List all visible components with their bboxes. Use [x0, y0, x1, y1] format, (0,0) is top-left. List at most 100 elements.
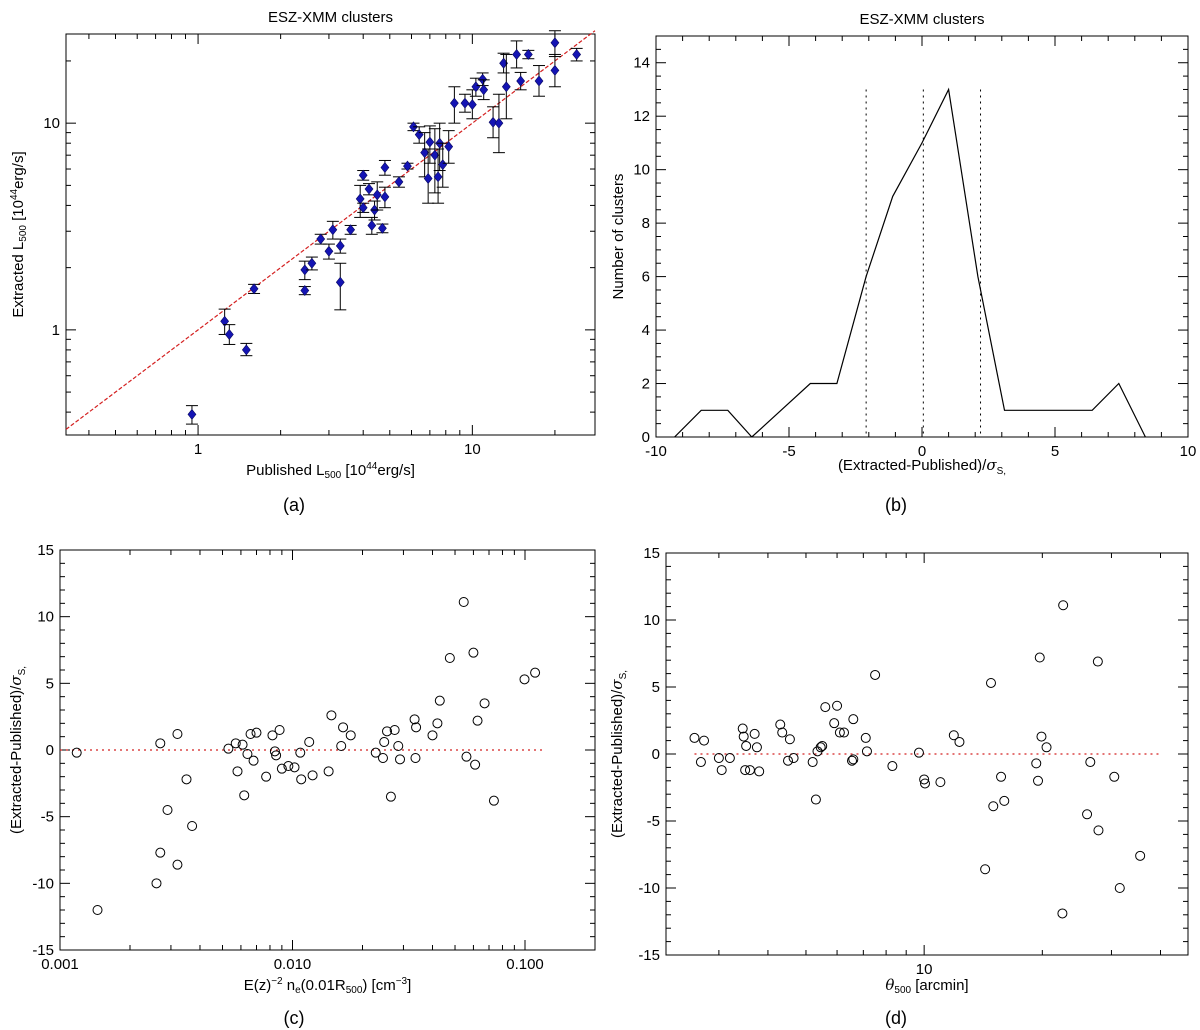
- panel-c-data-point: [468, 647, 479, 658]
- panel-d-data-point: [810, 794, 821, 805]
- panel-a-data-point: [358, 202, 368, 214]
- panel-b-frame: [655, 35, 1189, 438]
- panel-d-data-point: [980, 864, 991, 875]
- panel-c-data-point: [71, 747, 82, 758]
- panel-d-data-point: [807, 757, 818, 768]
- panel-c-data-point: [370, 747, 381, 758]
- panel-d-data-point: [1085, 757, 1096, 768]
- panel-c-data-point: [385, 791, 396, 802]
- panel-a-data-point: [460, 97, 470, 109]
- panel-a-ytick-label: 10: [43, 115, 60, 132]
- panel-d-data-point: [1041, 742, 1052, 753]
- panel-a-data-point: [249, 283, 259, 295]
- panel-c-data-point: [296, 774, 307, 785]
- panel-c-ytick-label: -5: [41, 809, 54, 826]
- panel-a-data-point: [534, 75, 544, 87]
- panel-a-data-point: [187, 408, 197, 420]
- panel-a-data-point: [433, 171, 443, 183]
- panel-a-data-point: [316, 233, 326, 245]
- panel-a-data-point: [300, 285, 310, 297]
- panel-a-data-point: [420, 147, 430, 159]
- panel-d-data-point: [783, 755, 794, 766]
- panel-c-data-point: [479, 698, 490, 709]
- panel-d-data-point: [839, 727, 850, 738]
- panel-d-data-point: [749, 728, 760, 739]
- panel-a-data-point: [572, 48, 582, 60]
- panel-c-data-point: [393, 741, 404, 751]
- panel-c-data-point: [411, 722, 422, 733]
- panel-d-data-point: [689, 732, 700, 743]
- panel-a-data-point: [378, 222, 387, 234]
- panel-c-ytick-label: 5: [46, 675, 54, 692]
- panel-d-data-point: [913, 747, 924, 758]
- panel-c-data-point: [461, 751, 472, 762]
- panel-d-data-point: [784, 734, 795, 745]
- panel-a-data-point: [328, 224, 338, 236]
- panel-a-data-point: [324, 245, 334, 257]
- panel-a-data-point: [394, 176, 404, 188]
- panel-a-xtick-label: 10: [464, 441, 481, 458]
- panel-d-data-point: [738, 731, 749, 742]
- panel-c-xtick-label: 0.100: [506, 956, 544, 973]
- panel-d-ytick-label: 0: [652, 746, 660, 763]
- panel-c-data-point: [267, 730, 278, 741]
- panel-d-data-point: [817, 740, 828, 751]
- panel-a-data-point: [403, 160, 412, 172]
- panel-a-data-point: [358, 169, 368, 181]
- panel-d-data-point: [870, 669, 881, 680]
- panel-d-data-point: [829, 718, 840, 729]
- panel-a-data-point: [220, 315, 230, 327]
- panel-a-data-point: [380, 191, 390, 203]
- panel-c-data-point: [377, 753, 388, 763]
- panel-a-title: ESZ-XMM clusters: [268, 9, 393, 26]
- panel-b-title: ESZ-XMM clusters: [859, 11, 984, 28]
- panel-a-data-point: [494, 117, 504, 129]
- panel-d-data-point: [1036, 731, 1047, 742]
- panel-d-data-point: [847, 755, 858, 766]
- panel-d-data-point: [820, 702, 831, 713]
- panel-a-data-point: [423, 172, 433, 184]
- panel-c-data-point: [245, 729, 256, 739]
- panel-c-data-point: [151, 878, 162, 889]
- panel-d-data-point: [999, 795, 1010, 806]
- panel-b-xtick-label: 0: [918, 443, 926, 460]
- panel-d-data-point: [699, 735, 710, 746]
- panel-b-ytick-label: 2: [642, 376, 650, 393]
- panel-a-data-point: [241, 344, 251, 356]
- caption-b: (b): [885, 495, 907, 515]
- panel-c-data-point: [230, 738, 241, 749]
- panel-c-data-point: [289, 762, 300, 773]
- panel-b-ytick-label: 12: [633, 108, 650, 125]
- panel-a-data-point: [501, 81, 511, 93]
- panel-d-data-point: [775, 719, 786, 730]
- panel-c-data-point: [434, 695, 445, 706]
- panel-d-data-point: [861, 746, 872, 757]
- panel-d-data-point: [713, 753, 724, 764]
- panel-c-data-point: [409, 714, 420, 725]
- panel-c: 0.001 0.010 0.100 -15 -10 -5 0 5 10 15 E(z)−2 ne(0…: [7, 542, 596, 996]
- panel-b-ylabel: Number of clusters: [610, 174, 627, 300]
- panel-c-data-point: [155, 847, 166, 858]
- panel-d-xtick-label: 10: [916, 961, 933, 978]
- panel-d-data-point: [754, 766, 765, 777]
- panel-a-data-point: [444, 141, 454, 153]
- panel-c-data-point: [307, 770, 318, 781]
- panel-d-ylabel: (Extracted-Published)/σS,: [608, 670, 629, 838]
- panel-a-ylabel: Extracted L500 [1044erg/s]: [9, 151, 29, 317]
- panel-d-data-point: [740, 765, 751, 776]
- panel-a-data-point: [467, 99, 477, 111]
- panel-d-data-point: [919, 774, 930, 785]
- panel-d-data-point: [1135, 850, 1146, 861]
- panel-c-xtick-label: 0.001: [41, 956, 79, 973]
- panel-b-ytick-label: 10: [633, 162, 650, 179]
- panel-a-data-point: [450, 97, 459, 109]
- panel-c-data-point: [345, 730, 356, 741]
- panel-c-ytick-label: -15: [32, 942, 54, 959]
- panel-d-ytick-label: -10: [638, 880, 660, 897]
- panel-c-data-point: [338, 722, 349, 733]
- panel-d-data-point: [988, 801, 999, 812]
- panel-a-data-point: [479, 84, 489, 96]
- panel-b-ytick-label: 0: [642, 429, 650, 446]
- panel-c-xtick-label: 0.010: [274, 956, 312, 973]
